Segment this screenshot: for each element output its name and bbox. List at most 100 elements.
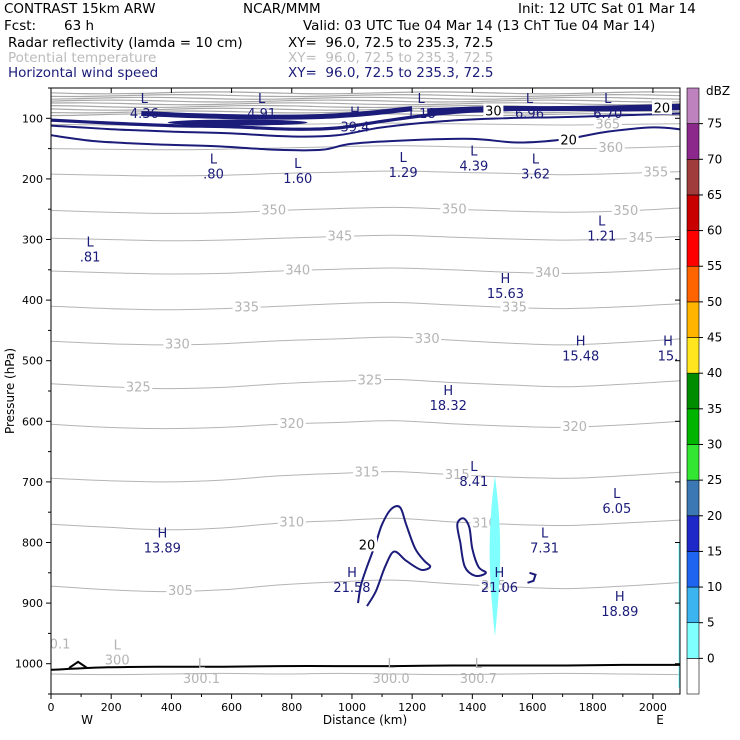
extremum-symbol: L — [114, 639, 122, 654]
wind-label-bg — [651, 100, 672, 115]
field-name-wind: Horizontal wind speed — [8, 65, 159, 81]
extremum-symbol: L — [294, 157, 302, 172]
low-extremum: L8.41 — [459, 460, 488, 490]
theta-upper-contour — [51, 96, 680, 100]
theta-contour — [51, 517, 680, 531]
y-tick-label: 600 — [22, 415, 43, 428]
wind-contour-label: 20 — [560, 134, 577, 149]
wind-max-core — [167, 119, 308, 126]
colorbar-label: 45 — [707, 331, 722, 345]
extremum-value: 6.05 — [602, 502, 631, 517]
theta-contour-label: 320 — [562, 420, 587, 435]
y-tick-label: 900 — [22, 597, 43, 610]
colorbar-label: 40 — [707, 366, 722, 380]
colorbar-label: 35 — [707, 402, 722, 416]
high-extremum: H15. — [658, 334, 679, 364]
theta-upper-contour — [51, 91, 680, 95]
terrain-bump — [68, 660, 88, 669]
figure-center: NCAR/MMM — [243, 1, 321, 17]
y-tick-label: 1000 — [15, 658, 43, 671]
theta-contour-label: 340 — [285, 263, 310, 278]
extremum-value: 15.63 — [487, 287, 524, 302]
x-tick-label: 1200 — [398, 701, 426, 714]
low-extremum: L4.36 — [130, 92, 159, 122]
extremum-symbol: L — [598, 214, 606, 229]
theta-contour-label: 325 — [358, 373, 383, 388]
theta-contour-label: 330 — [165, 338, 190, 353]
theta-contour-label: 320 — [279, 417, 304, 432]
extremum-value: 15.48 — [562, 349, 599, 364]
wind-label-bg — [357, 537, 378, 552]
low-extremum: L1.29 — [389, 151, 418, 181]
y-tick-label: 800 — [22, 537, 43, 550]
extremum-value: 300 — [105, 654, 130, 669]
extremum-value: 8.41 — [459, 475, 488, 490]
high-extremum: H13.89 — [144, 526, 181, 556]
colorbar-label: 70 — [707, 152, 722, 166]
extremum-value: 1.60 — [283, 172, 312, 187]
colorbar: 0 5 10 15 20 25 30 35 40 45 50 55 60 65 70 75 — [686, 87, 722, 695]
extremum-symbol: L — [613, 487, 621, 502]
extrema-layer: L4.36L4.91L1.18L6.96L6.70H39.4L.80L1.60L… — [50, 92, 679, 687]
extremum-symbol: L — [258, 92, 266, 107]
extremum-value: 4.39 — [459, 160, 488, 175]
high-extremum: H18.32 — [430, 384, 467, 414]
x-end-label-west: W — [81, 713, 93, 727]
wind-label-bg — [483, 103, 504, 118]
theta-label-bg — [440, 202, 469, 217]
theta-label-bg — [259, 203, 288, 218]
field-xy-wind: XY= 96.0, 72.5 to 235.3, 72.5 — [288, 65, 494, 81]
low-extremum: L1.60 — [283, 157, 312, 187]
wind-contour-label: 30 — [485, 104, 502, 119]
theta-contour-label: 315 — [445, 468, 470, 483]
colorbar-label: 50 — [707, 295, 722, 309]
low-extremum: L6.05 — [602, 487, 631, 517]
extremum-symbol: L — [475, 657, 483, 672]
x-tick-label: 600 — [221, 701, 242, 714]
extremum-value: 21.06 — [481, 581, 518, 596]
edge-value-label: 0.1 — [50, 638, 71, 653]
theta-label-bg — [325, 229, 354, 244]
theta-upper-contour — [51, 102, 680, 106]
extremum-value: 6.96 — [515, 107, 544, 122]
forecast-hours: 63 h — [64, 18, 95, 34]
theta-contour-label: 335 — [234, 301, 259, 316]
figure-init: Init: 12 UTC Sat 01 Mar 14 — [518, 1, 696, 17]
extremum-value: 18.32 — [430, 399, 467, 414]
theta-contour-label: 335 — [502, 300, 527, 315]
theta-contour — [51, 336, 680, 346]
extremum-symbol: L — [86, 236, 94, 251]
x-tick-label: 200 — [101, 701, 122, 714]
theta-contour — [51, 267, 680, 275]
extremum-symbol: H — [350, 105, 360, 120]
colorbar-segment — [686, 586, 700, 624]
wind-contour-20-upper — [51, 112, 680, 138]
y-tick-label: 700 — [22, 476, 43, 489]
colorbar-label: 60 — [707, 224, 722, 238]
terrain-surface — [51, 663, 680, 671]
theta-label-bg — [124, 380, 153, 395]
theta-label-bg — [166, 584, 195, 599]
reflectivity-plume — [489, 475, 501, 637]
extremum-symbol: L — [532, 153, 540, 168]
wind-contour-fragment — [527, 571, 537, 584]
high-extremum: H15.63 — [487, 272, 524, 302]
wind-speed-layer: 20 30 20 20 — [51, 100, 680, 671]
extremum-symbol: H — [157, 526, 167, 541]
theta-label-bg — [611, 203, 640, 218]
extremum-symbol: H — [615, 590, 625, 605]
theta-contour-label: 360 — [598, 141, 623, 156]
x-tick-label: 1000 — [338, 701, 366, 714]
colorbar-segment — [686, 622, 700, 659]
figure-title: CONTRAST 15km ARW — [4, 1, 156, 17]
wind-contour-20 — [51, 126, 680, 152]
wind-contour-label: 20 — [654, 101, 671, 116]
extremum-symbol: H — [495, 566, 505, 581]
x-tick-label: 800 — [281, 701, 302, 714]
extremum-value: 1.29 — [389, 166, 418, 181]
extremum-value: 4.36 — [130, 107, 159, 122]
high-extremum: H21.58 — [333, 566, 370, 596]
